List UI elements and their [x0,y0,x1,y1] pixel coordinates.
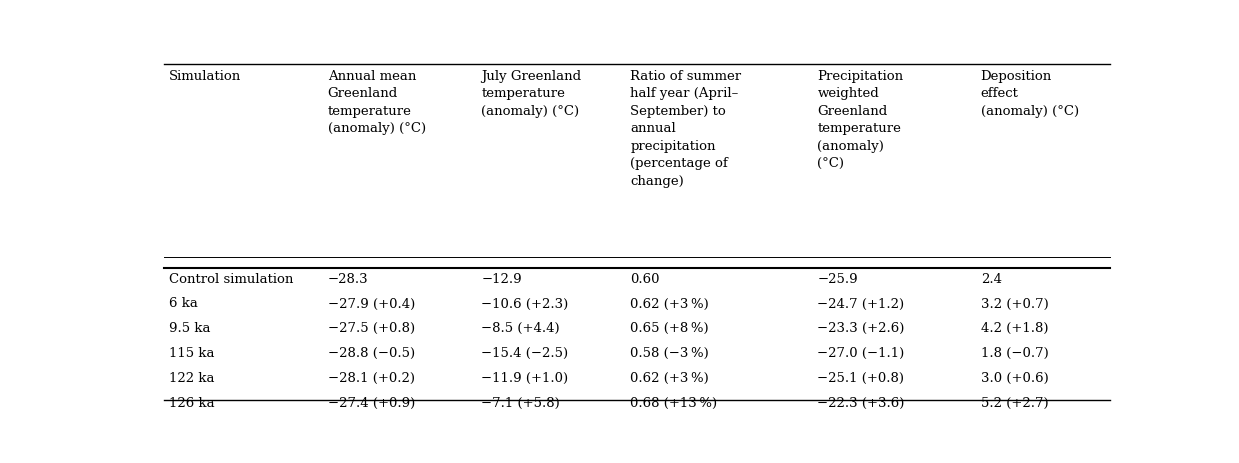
Text: 0.62 (+3 %): 0.62 (+3 %) [631,372,709,385]
Text: 126 ka: 126 ka [170,397,214,410]
Text: 4.2 (+1.8): 4.2 (+1.8) [981,322,1048,335]
Text: −28.8 (−0.5): −28.8 (−0.5) [327,347,415,360]
Text: 122 ka: 122 ka [170,372,214,385]
Text: 0.65 (+8 %): 0.65 (+8 %) [631,322,709,335]
Text: −12.9: −12.9 [481,273,522,286]
Text: −15.4 (−2.5): −15.4 (−2.5) [481,347,569,360]
Text: 0.68 (+13 %): 0.68 (+13 %) [631,397,717,410]
Text: −27.0 (−1.1): −27.0 (−1.1) [818,347,904,360]
Text: Deposition
effect
(anomaly) (°C): Deposition effect (anomaly) (°C) [981,70,1079,118]
Text: 115 ka: 115 ka [170,347,214,360]
Text: −27.5 (+0.8): −27.5 (+0.8) [327,322,415,335]
Text: −25.9: −25.9 [818,273,859,286]
Text: −25.1 (+0.8): −25.1 (+0.8) [818,372,904,385]
Text: −7.1 (+5.8): −7.1 (+5.8) [481,397,560,410]
Text: 9.5 ka: 9.5 ka [170,322,211,335]
Text: Precipitation
weighted
Greenland
temperature
(anomaly)
(°C): Precipitation weighted Greenland tempera… [818,70,903,170]
Text: Control simulation: Control simulation [170,273,294,286]
Text: −22.3 (+3.6): −22.3 (+3.6) [818,397,904,410]
Text: 3.2 (+0.7): 3.2 (+0.7) [981,297,1048,311]
Text: −28.1 (+0.2): −28.1 (+0.2) [327,372,415,385]
Text: 6 ka: 6 ka [170,297,198,311]
Text: −27.4 (+0.9): −27.4 (+0.9) [327,397,415,410]
Text: −23.3 (+2.6): −23.3 (+2.6) [818,322,904,335]
Text: −8.5 (+4.4): −8.5 (+4.4) [481,322,560,335]
Text: 1.8 (−0.7): 1.8 (−0.7) [981,347,1048,360]
Text: 2.4: 2.4 [981,273,1001,286]
Text: −27.9 (+0.4): −27.9 (+0.4) [327,297,415,311]
Text: 0.60: 0.60 [631,273,659,286]
Text: July Greenland
temperature
(anomaly) (°C): July Greenland temperature (anomaly) (°C… [481,70,581,118]
Text: 3.0 (+0.6): 3.0 (+0.6) [981,372,1048,385]
Text: −28.3: −28.3 [327,273,368,286]
Text: −24.7 (+1.2): −24.7 (+1.2) [818,297,904,311]
Text: Annual mean
Greenland
temperature
(anomaly) (°C): Annual mean Greenland temperature (anoma… [327,70,426,135]
Text: −11.9 (+1.0): −11.9 (+1.0) [481,372,569,385]
Text: Ratio of summer
half year (April–
September) to
annual
precipitation
(percentage: Ratio of summer half year (April– Septem… [631,70,741,188]
Text: 0.58 (−3 %): 0.58 (−3 %) [631,347,709,360]
Text: −10.6 (+2.3): −10.6 (+2.3) [481,297,569,311]
Text: 0.62 (+3 %): 0.62 (+3 %) [631,297,709,311]
Text: Simulation: Simulation [170,70,242,83]
Text: 5.2 (+2.7): 5.2 (+2.7) [981,397,1048,410]
